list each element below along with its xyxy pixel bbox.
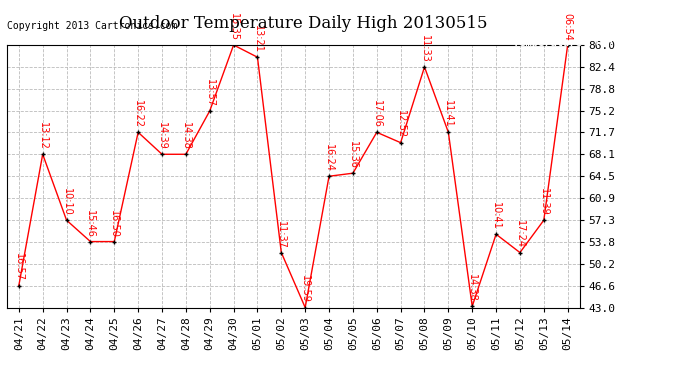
Point — [37, 151, 48, 157]
Text: 17:24: 17:24 — [515, 220, 525, 248]
Point — [157, 151, 168, 157]
Point — [299, 304, 310, 310]
Point — [515, 249, 526, 255]
Text: 13:57: 13:57 — [205, 79, 215, 107]
Point — [324, 173, 335, 179]
Point — [132, 129, 144, 135]
Text: 16:57: 16:57 — [14, 254, 24, 281]
Text: 12:52: 12:52 — [395, 110, 406, 138]
Point — [61, 217, 72, 223]
Point — [419, 64, 430, 70]
Text: 13:12: 13:12 — [38, 122, 48, 150]
Point — [252, 54, 263, 60]
Text: 14:38: 14:38 — [467, 274, 477, 302]
Text: 15:35: 15:35 — [228, 13, 239, 41]
Text: 15:36: 15:36 — [348, 141, 358, 169]
Text: 13:21: 13:21 — [253, 25, 262, 53]
Point — [395, 140, 406, 146]
Text: 16:24: 16:24 — [324, 144, 334, 172]
Text: Copyright 2013 Cartronics.com: Copyright 2013 Cartronics.com — [7, 21, 177, 32]
Point — [180, 151, 191, 157]
Text: 16:50: 16:50 — [109, 210, 119, 237]
Text: Outdoor Temperature Daily High 20130515: Outdoor Temperature Daily High 20130515 — [119, 15, 488, 32]
Point — [443, 129, 454, 135]
Text: 14:38: 14:38 — [181, 122, 191, 150]
Text: 11:33: 11:33 — [420, 35, 429, 63]
Text: 11:37: 11:37 — [276, 220, 286, 248]
Point — [109, 238, 120, 244]
Point — [13, 282, 24, 288]
Point — [562, 42, 573, 48]
Point — [347, 170, 358, 176]
Text: 06:54: 06:54 — [562, 13, 573, 41]
Point — [276, 249, 287, 255]
Text: 15:46: 15:46 — [86, 210, 95, 237]
Point — [371, 129, 382, 135]
Text: Temperature  (°F): Temperature (°F) — [513, 38, 619, 48]
Point — [85, 238, 96, 244]
Point — [228, 42, 239, 48]
Text: 17:06: 17:06 — [372, 100, 382, 128]
Text: 16:22: 16:22 — [133, 100, 143, 128]
Point — [204, 108, 215, 114]
Point — [491, 231, 502, 237]
Text: 11:41: 11:41 — [444, 100, 453, 128]
Text: 19:59: 19:59 — [300, 276, 310, 303]
Point — [538, 217, 549, 223]
Text: 10:10: 10:10 — [61, 188, 72, 216]
Text: 14:39: 14:39 — [157, 122, 167, 150]
Text: 10:41: 10:41 — [491, 202, 501, 230]
Text: 11:39: 11:39 — [539, 188, 549, 216]
Point — [466, 303, 477, 309]
